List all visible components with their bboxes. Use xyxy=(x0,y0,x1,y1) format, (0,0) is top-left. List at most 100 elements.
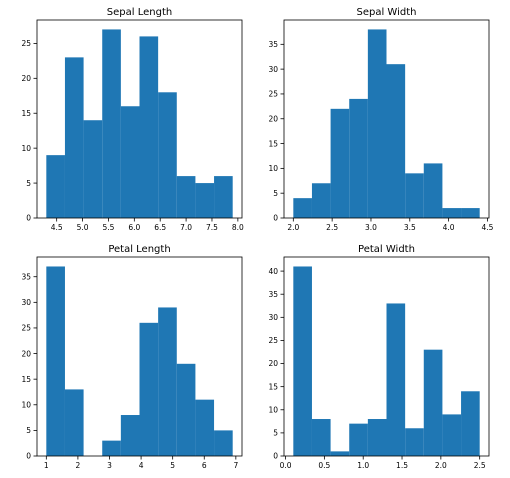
histogram-bar xyxy=(293,198,312,218)
x-tick-label: 4 xyxy=(139,461,144,470)
subplot-petal-width: Petal Width 0.0 0.5 1.0 1.5 2.0 2.5 0 5 10 15 20 25… xyxy=(268,244,490,470)
histogram-bar xyxy=(442,208,462,218)
histogram-bar xyxy=(461,208,480,218)
histogram-bar xyxy=(64,57,84,219)
histogram-bar xyxy=(367,419,387,456)
x-tick-label: 4.0 xyxy=(443,223,455,232)
y-tick-label: 35 xyxy=(21,272,31,281)
x-tick-label: 3 xyxy=(107,461,112,470)
x-tick-label: 4.5 xyxy=(51,223,63,232)
x-tick-label: 1 xyxy=(44,461,49,470)
histogram-bar xyxy=(293,266,312,456)
x-tick-label: 2.0 xyxy=(287,223,299,232)
y-tick-label: 20 xyxy=(268,359,278,368)
histogram-bar xyxy=(386,303,406,456)
histogram-bar xyxy=(46,266,65,456)
y-tick-label: 5 xyxy=(26,179,31,188)
subplot-sepal-width: Sepal Width 2.0 2.5 3.0 3.5 4.0 4.5 0 5 10 15 20 25… xyxy=(268,7,493,232)
y-tick-label: 5 xyxy=(26,426,31,435)
y-tick-label: 10 xyxy=(268,405,278,414)
subplot-title: Sepal Width xyxy=(357,7,417,18)
y-tick-label: 5 xyxy=(273,429,278,438)
x-tick-label: 0.5 xyxy=(318,461,330,470)
histogram-bar xyxy=(311,183,331,218)
histogram-bar xyxy=(461,391,480,456)
y-tick-label: 5 xyxy=(273,189,278,198)
subplot-title: Sepal Length xyxy=(107,7,172,18)
y-tick-label: 0 xyxy=(273,214,278,223)
histogram-bar xyxy=(367,29,387,219)
histogram-bar xyxy=(102,440,121,456)
y-tick-label: 15 xyxy=(21,375,31,384)
x-tick-label: 5.5 xyxy=(102,223,114,232)
x-tick-label: 7.5 xyxy=(206,223,218,232)
y-tick-label: 30 xyxy=(268,65,278,74)
x-tick-label: 8.0 xyxy=(232,223,244,232)
axes-frame xyxy=(36,19,243,219)
histogram-bar xyxy=(139,322,159,456)
y-tick-label: 0 xyxy=(26,452,31,461)
histogram-bar xyxy=(102,29,121,219)
axes-frame xyxy=(283,256,490,457)
y-tick-label: 0 xyxy=(26,214,31,223)
x-tick-label: 7 xyxy=(233,461,238,470)
histogram-bar xyxy=(46,155,65,218)
y-tick-label: 25 xyxy=(268,336,278,345)
y-tick-label: 15 xyxy=(268,382,278,391)
subplot-sepal-length: Sepal Length 4.5 5.0 5.5 6.0 6.5 7.0 7.5 8.0 0 5 1… xyxy=(21,7,244,232)
x-tick-label: 3.5 xyxy=(404,223,416,232)
histogram-bar xyxy=(158,307,177,456)
histogram-bar xyxy=(311,419,331,456)
histogram-bar xyxy=(214,176,233,218)
histogram-bar xyxy=(120,415,140,456)
histogram-bar xyxy=(139,36,159,218)
y-tick-label: 10 xyxy=(21,400,31,409)
histogram-bar xyxy=(214,430,233,456)
subplot-petal-length: Petal Length 1 2 3 4 5 6 7 0 5 10 15 20 25 30 35 xyxy=(21,244,243,470)
histogram-bar xyxy=(330,108,350,218)
x-tick-label: 5.0 xyxy=(77,223,89,232)
x-tick-label: 6.5 xyxy=(154,223,166,232)
y-tick-label: 10 xyxy=(268,164,278,173)
histogram-bar xyxy=(195,183,215,218)
subplot-title: Petal Length xyxy=(108,244,170,255)
histogram-bar xyxy=(120,106,140,218)
y-tick-label: 0 xyxy=(273,452,278,461)
x-tick-label: 2.5 xyxy=(326,223,338,232)
histogram-bar xyxy=(405,173,424,218)
x-tick-label: 7.0 xyxy=(180,223,192,232)
x-tick-label: 2.0 xyxy=(435,461,447,470)
histogram-bar xyxy=(423,163,443,218)
y-tick-label: 25 xyxy=(21,39,31,48)
y-tick-label: 35 xyxy=(268,290,278,299)
axes-frame xyxy=(36,256,243,457)
histogram-bar xyxy=(195,399,215,456)
histogram-bar xyxy=(442,414,462,456)
y-tick-label: 30 xyxy=(21,298,31,307)
histogram-bar xyxy=(423,349,443,456)
y-tick-label: 35 xyxy=(268,40,278,49)
histogram-bar xyxy=(64,389,84,456)
x-tick-label: 6.0 xyxy=(128,223,140,232)
histogram-bar xyxy=(349,423,368,456)
y-tick-label: 20 xyxy=(21,349,31,358)
subplot-title: Petal Width xyxy=(358,244,415,255)
y-tick-label: 25 xyxy=(21,324,31,333)
x-tick-label: 1.0 xyxy=(357,461,369,470)
histogram-bar xyxy=(405,428,424,456)
histogram-bar xyxy=(176,363,196,456)
y-tick-label: 20 xyxy=(21,74,31,83)
x-tick-label: 3.0 xyxy=(365,223,377,232)
histogram-bar xyxy=(176,176,196,218)
histogram-bar xyxy=(330,451,350,456)
y-tick-label: 15 xyxy=(268,139,278,148)
y-tick-label: 20 xyxy=(268,114,278,123)
x-tick-label: 1.5 xyxy=(396,461,408,470)
y-tick-label: 30 xyxy=(268,313,278,322)
x-tick-label: 5 xyxy=(170,461,175,470)
x-tick-label: 4.5 xyxy=(481,223,493,232)
y-tick-label: 40 xyxy=(268,267,278,276)
histogram-bar xyxy=(158,92,177,218)
x-tick-label: 0.0 xyxy=(280,461,292,470)
y-tick-label: 15 xyxy=(21,109,31,118)
